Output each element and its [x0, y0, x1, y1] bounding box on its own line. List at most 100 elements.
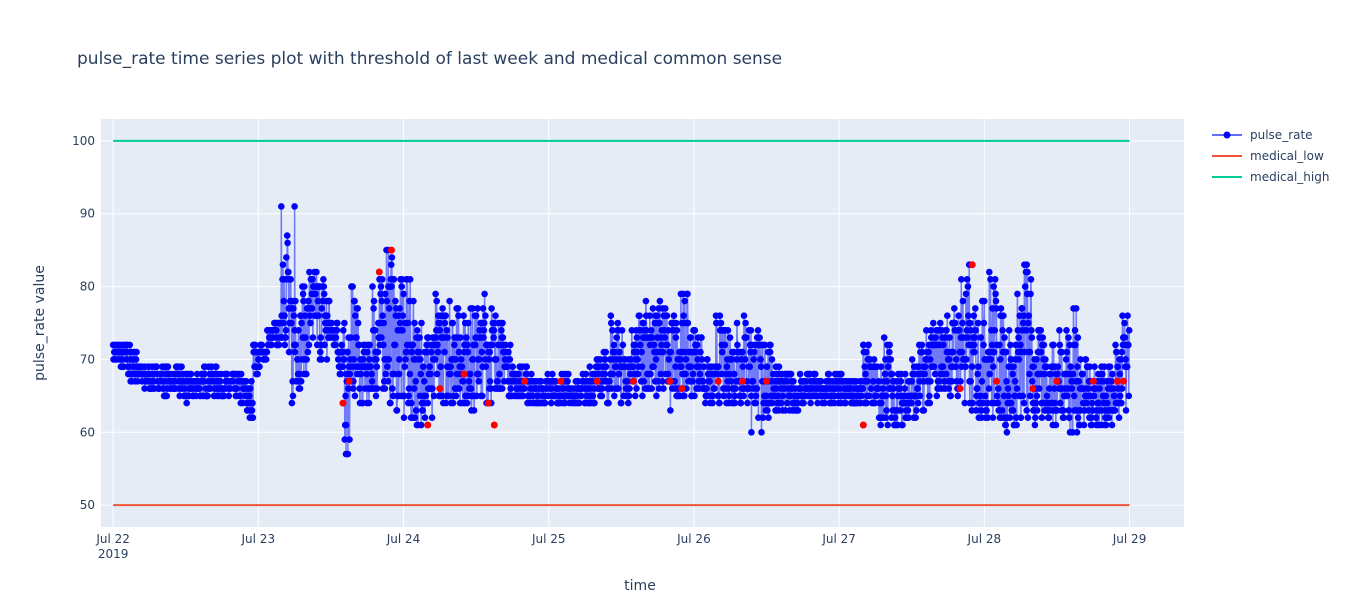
pulse-rate-point [281, 312, 288, 320]
pulse-rate-point [378, 334, 385, 341]
pulse-rate-point [368, 378, 376, 385]
pulse-rate-point [344, 348, 351, 356]
pulse-rate-point [994, 399, 1002, 407]
pulse-rate-point [444, 334, 451, 341]
pulse-rate-point [589, 392, 597, 400]
pulse-rate-point [1014, 327, 1022, 334]
pulse-rate-point [665, 356, 673, 363]
pulse-rate-point [988, 341, 996, 349]
pulse-rate-point [1088, 399, 1096, 407]
pulse-rate-point [882, 414, 890, 422]
pulse-rate-point [249, 399, 256, 407]
pulse-rate-point [1111, 392, 1118, 400]
pulse-rate-point [1046, 385, 1053, 392]
pulse-rate-point [648, 385, 655, 392]
pulse-rate-point [323, 356, 331, 363]
pulse-rate-point [399, 312, 407, 320]
pulse-rate-point [418, 319, 425, 327]
pulse-rate-point [926, 392, 933, 400]
pulse-rate-point [990, 283, 997, 290]
pulse-rate-point [1116, 370, 1124, 378]
pulse-rate-point [671, 378, 678, 385]
pulse-rate-point [699, 378, 707, 385]
pulse-rate-point [509, 363, 516, 371]
pulse-rate-point [382, 370, 390, 378]
pulse-rate-point [643, 327, 650, 334]
pulse-rate-point [607, 319, 615, 327]
pulse-rate-point [289, 392, 297, 400]
pulse-rate-point [447, 363, 455, 371]
pulse-rate-point [860, 341, 867, 349]
pulse-rate-point [890, 385, 897, 392]
legend-item-medical_low[interactable]: medical_low [1212, 149, 1324, 163]
pulse-rate-point [937, 319, 944, 327]
pulse-rate-point [640, 378, 648, 385]
pulse-rate-point [1056, 327, 1063, 334]
pulse-rate-point [263, 348, 271, 356]
pulse-rate-point [1108, 421, 1116, 429]
pulse-rate-point [1030, 363, 1037, 371]
pulse-rate-point [954, 392, 962, 400]
anomaly-point [1089, 377, 1097, 385]
pulse-rate-point [342, 421, 350, 429]
pulse-rate-point [412, 407, 420, 414]
pulse-rate-point [940, 341, 947, 349]
pulse-rate-point [715, 363, 722, 371]
pulse-rate-point [1074, 363, 1081, 371]
pulse-rate-point [632, 392, 639, 400]
pulse-rate-point [698, 334, 705, 341]
pulse-rate-point [321, 341, 328, 349]
pulse-rate-point [957, 378, 964, 385]
pulse-rate-point [474, 305, 481, 312]
pulse-rate-point [320, 283, 328, 290]
y-axis-ticks: 50 60 70 80 90 100 [72, 134, 95, 512]
pulse-rate-point [1065, 414, 1073, 422]
pulse-rate-point [391, 341, 399, 349]
pulse-rate-point [334, 356, 342, 363]
pulse-rate-point [480, 319, 488, 327]
pulse-rate-point [306, 312, 314, 320]
pulse-rate-point [684, 290, 691, 298]
pulse-rate-point [1023, 407, 1030, 414]
pulse-rate-point [1065, 334, 1072, 341]
pulse-rate-point [333, 327, 341, 334]
pulse-rate-point [406, 370, 414, 378]
pulse-rate-point [1031, 421, 1039, 429]
pulse-rate-point [158, 370, 165, 378]
pulse-rate-point [478, 348, 486, 356]
legend-item-pulse_rate[interactable]: pulse_rate [1212, 128, 1313, 142]
pulse-rate-point [282, 334, 289, 341]
pulse-rate-point [1037, 327, 1045, 334]
pulse-rate-point [734, 341, 741, 349]
y-tick-label: 70 [80, 352, 95, 366]
legend[interactable]: pulse_rate medical_low medical_high [1212, 128, 1329, 184]
pulse-rate-point [711, 385, 718, 392]
pulse-rate-point [1013, 421, 1020, 429]
pulse-rate-point [342, 392, 349, 400]
pulse-rate-point [258, 341, 266, 349]
pulse-rate-point [981, 297, 988, 305]
pulse-rate-point [373, 356, 380, 363]
pulse-rate-point [959, 319, 966, 327]
anomaly-point [992, 377, 1000, 385]
legend-item-medical_high[interactable]: medical_high [1212, 170, 1329, 184]
pulse-rate-point [1002, 421, 1009, 429]
pulse-rate-point [515, 370, 522, 378]
pulse-rate-point [288, 319, 295, 327]
pulse-rate-point [324, 312, 331, 320]
pulse-rate-point [812, 370, 819, 378]
pulse-rate-point [886, 348, 893, 356]
pulse-rate-point [220, 392, 228, 400]
pulse-rate-point [133, 348, 140, 356]
pulse-rate-point [384, 363, 391, 371]
pulse-rate-point [955, 312, 962, 320]
pulse-rate-point [305, 341, 313, 349]
pulse-rate-point [243, 378, 250, 385]
pulse-rate-point [405, 392, 413, 400]
pulse-rate-point [740, 392, 747, 400]
pulse-rate-point [305, 297, 312, 305]
pulse-rate-point [790, 378, 797, 385]
y-tick-label: 100 [72, 134, 95, 148]
pulse-rate-point [658, 341, 665, 349]
pulse-rate-point [1038, 414, 1046, 422]
